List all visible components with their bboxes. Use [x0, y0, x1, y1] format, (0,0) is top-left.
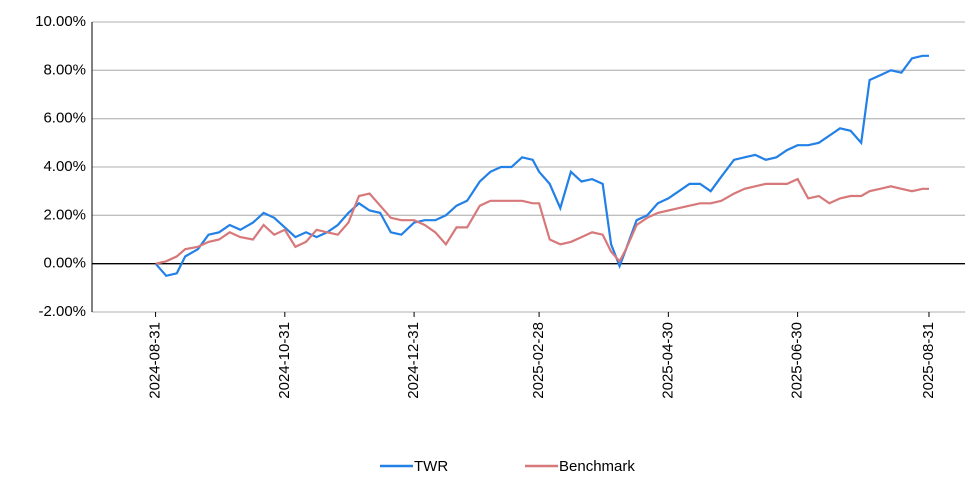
y-tick-label: 10.00% [35, 13, 86, 30]
series-line [154, 54, 929, 278]
x-tick-label: 2025-08-31 [920, 322, 937, 399]
x-tick-label: 2024-10-31 [276, 322, 293, 399]
legend-label: Benchmark [559, 458, 635, 475]
series-line [155, 177, 929, 265]
y-tick-label: -2.00% [38, 303, 86, 320]
legend-label: TWR [414, 458, 448, 475]
x-tick-label: 2025-06-30 [789, 322, 806, 399]
y-tick-label: 4.00% [43, 158, 86, 175]
x-tick-label: 2024-12-31 [405, 322, 422, 399]
y-tick-label: 0.00% [43, 255, 86, 272]
x-tick-label: 2024-08-31 [147, 322, 164, 399]
y-tick-label: 6.00% [43, 110, 86, 127]
y-tick-label: 2.00% [43, 206, 86, 223]
y-tick-label: 8.00% [43, 61, 86, 78]
x-tick-label: 2025-02-28 [530, 322, 547, 399]
x-tick-label: 2025-04-30 [659, 322, 676, 399]
